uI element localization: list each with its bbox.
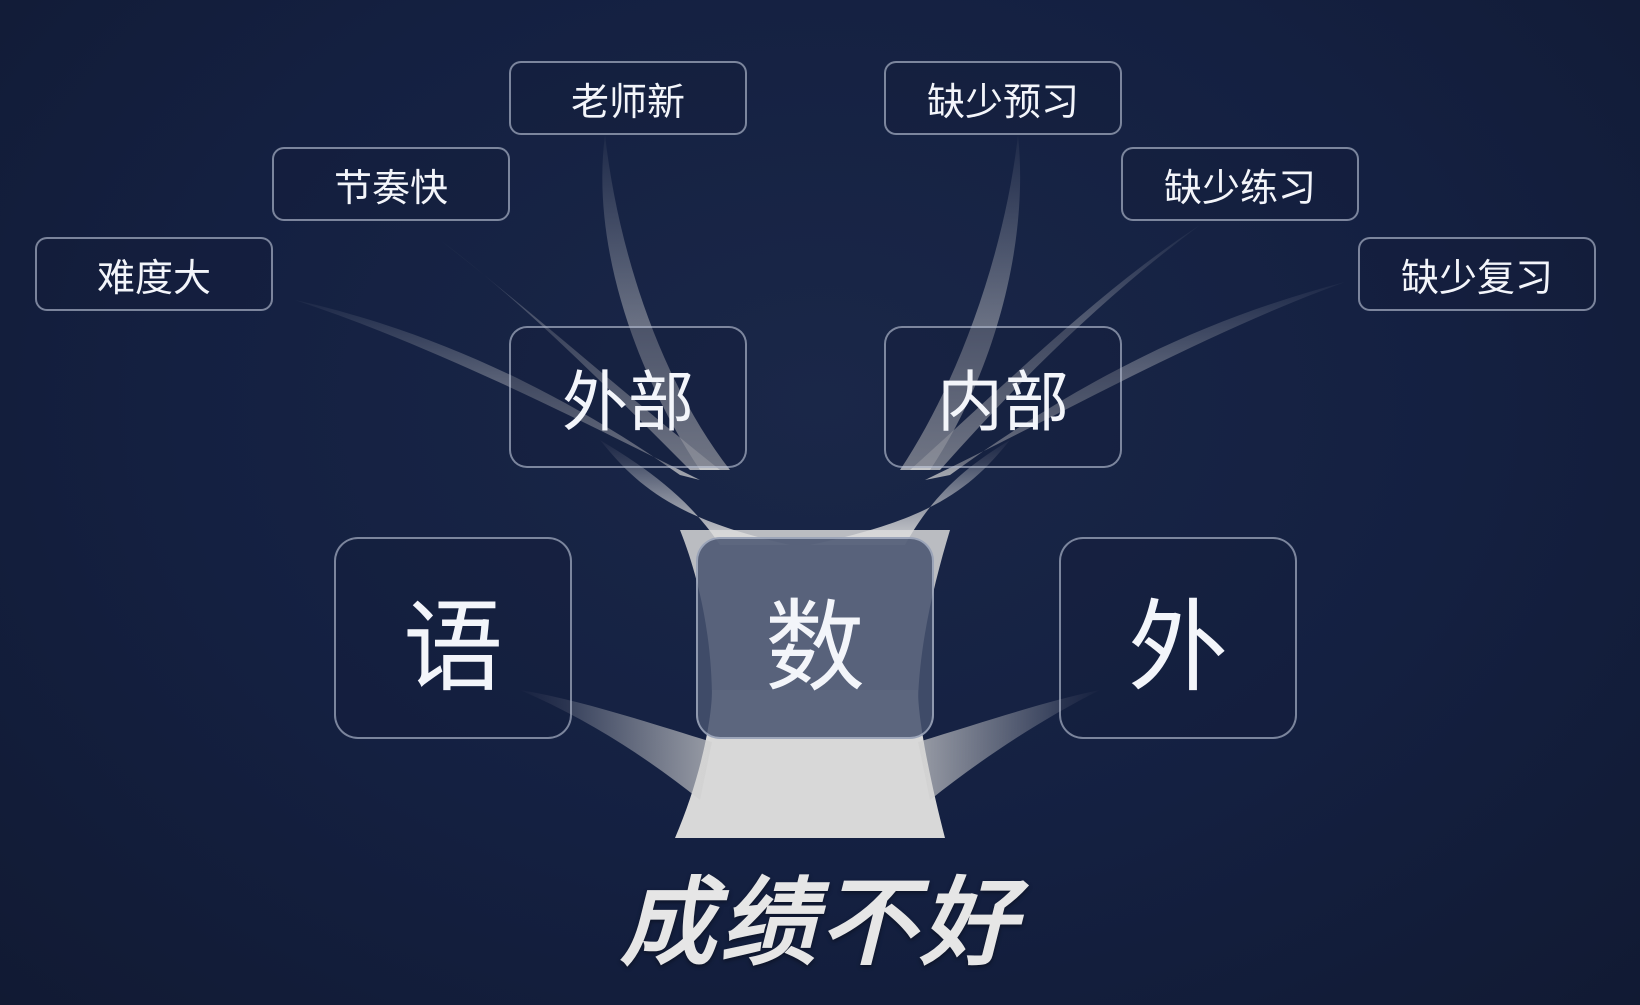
branch-no-practice (910, 225, 1200, 470)
reason-fast-pace: 节奏快 (272, 147, 510, 221)
reason-new-teacher: 老师新 (509, 61, 747, 135)
reason-difficulty-label: 难度大 (96, 255, 211, 300)
subject-chinese-label: 语 (403, 588, 503, 706)
subject-chinese: 语 (334, 537, 572, 739)
branch-internal-label: 内部 (937, 364, 1069, 441)
subject-math-label: 数 (765, 588, 865, 706)
branch-no-preview (900, 135, 1021, 470)
reason-no-practice: 缺少练习 (1121, 147, 1359, 221)
branch-to-right-subject (918, 690, 1100, 800)
reason-no-review-label: 缺少复习 (1400, 255, 1553, 300)
reason-no-practice-label: 缺少练习 (1163, 165, 1316, 210)
branch-no-review (925, 282, 1345, 480)
reason-no-preview: 缺少预习 (884, 61, 1122, 135)
branch-box-external: 外部 (509, 326, 747, 468)
reason-new-teacher-label: 老师新 (570, 79, 685, 124)
reason-no-review: 缺少复习 (1358, 237, 1596, 311)
branch-to-left-subject (520, 690, 712, 800)
subject-math: 数 (696, 537, 934, 739)
branch-old-teacher (602, 135, 730, 470)
subject-english: 外 (1059, 537, 1297, 739)
branch-box-internal: 内部 (884, 326, 1122, 468)
branch-internal (810, 440, 1010, 545)
reason-fast-pace-label: 节奏快 (333, 165, 448, 210)
reason-no-preview-label: 缺少预习 (926, 79, 1079, 124)
reason-difficulty: 难度大 (35, 237, 273, 311)
diagram-title: 成绩不好 (620, 867, 1020, 979)
branch-external-label: 外部 (562, 364, 694, 441)
branch-fast-pace (440, 240, 720, 470)
subject-english-label: 外 (1128, 588, 1228, 706)
